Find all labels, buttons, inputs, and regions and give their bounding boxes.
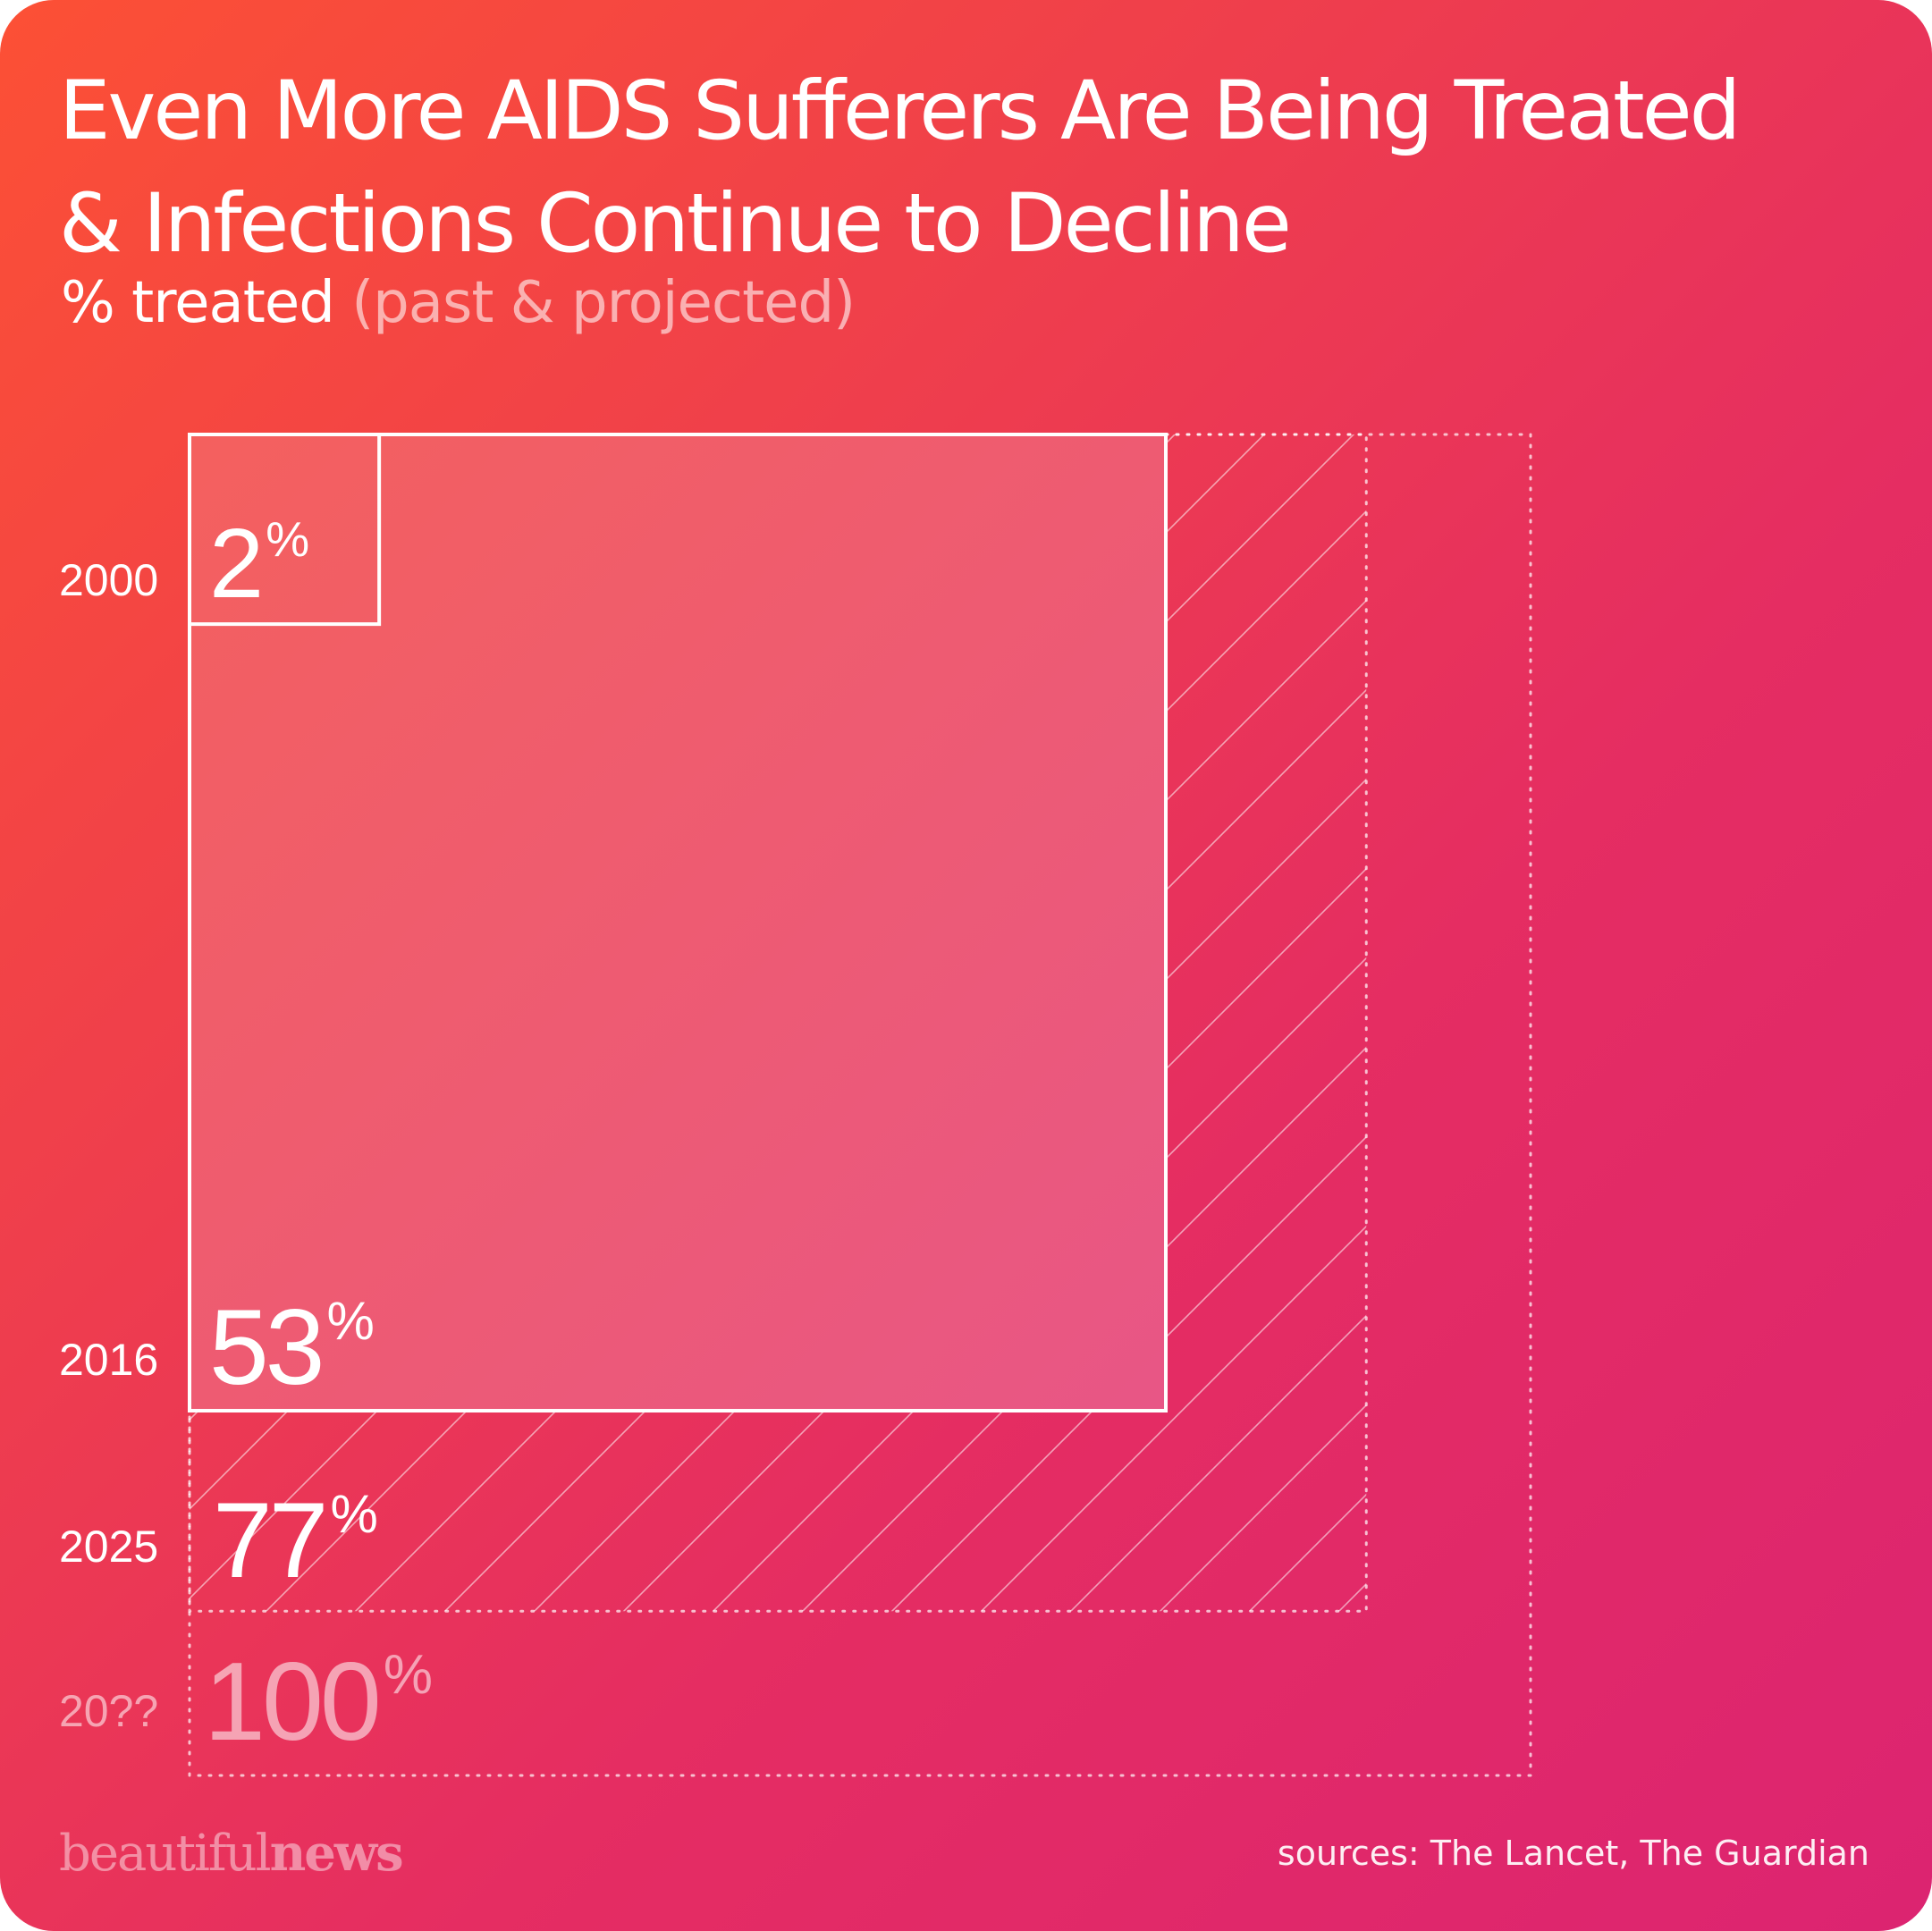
title-line-1: Even More AIDS Sufferers Are Being Treat…	[59, 64, 1741, 158]
subtitle-main: % treated	[61, 270, 335, 336]
square-past-53	[188, 433, 1168, 1413]
year-label-2000: 2000	[59, 555, 158, 605]
title-line-2: & Infections Continue to Decline	[59, 177, 1292, 271]
value-unit-53: %	[326, 1291, 373, 1351]
sources-note: sources: The Lancet, The Guardian	[1277, 1834, 1869, 1873]
year-label-2016: 2016	[59, 1335, 158, 1385]
chart-title: Even More AIDS Sufferers Are Being Treat…	[59, 55, 1892, 281]
value-label-2: 2%	[209, 509, 308, 619]
brand-bold: news	[269, 1824, 404, 1883]
year-label-2025: 2025	[59, 1522, 158, 1572]
value-unit-2: %	[266, 511, 308, 567]
brand-logo: beautifulnews	[59, 1824, 404, 1883]
year-label-20xx: 20??	[59, 1686, 158, 1736]
value-unit-100: %	[384, 1644, 431, 1706]
value-label-100: 100%	[204, 1640, 431, 1764]
value-unit-77: %	[330, 1484, 376, 1544]
value-label-77: 77%	[213, 1480, 376, 1600]
brand-light: beautiful	[59, 1825, 272, 1883]
square-past-2	[188, 433, 382, 627]
subtitle-qualifier: (past & projected)	[351, 270, 856, 336]
value-label-53: 53%	[209, 1287, 373, 1407]
chart-subtitle: % treated (past & projected)	[61, 270, 856, 336]
